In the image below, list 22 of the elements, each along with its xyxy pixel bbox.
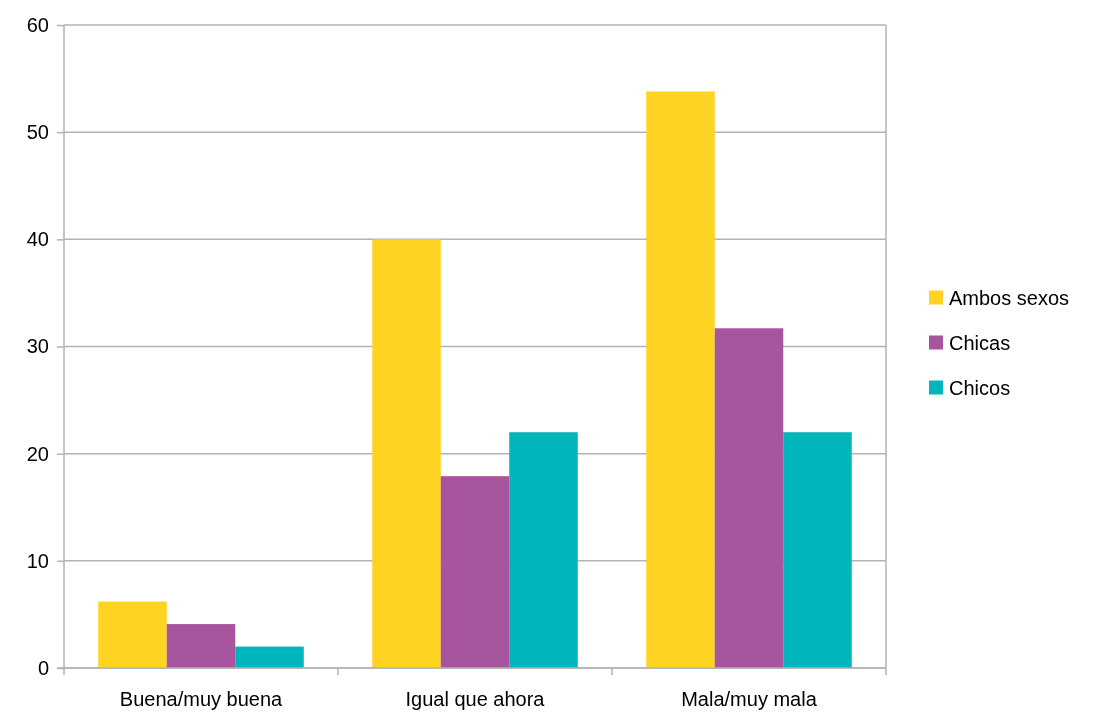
- legend-label: Chicos: [949, 376, 1011, 399]
- bar: [714, 328, 784, 668]
- x-tick-label: Mala/muy mala: [681, 688, 818, 710]
- x-tick-label: Igual que ahora: [405, 688, 546, 710]
- legend-label: Chicas: [949, 331, 1011, 354]
- bar: [509, 432, 578, 668]
- y-tick-label: 40: [26, 228, 49, 251]
- bar: [440, 476, 510, 668]
- bar: [166, 624, 236, 668]
- y-tick-label: 0: [37, 656, 49, 679]
- y-tick-label: 60: [26, 13, 49, 36]
- legend-label: Ambos sexos: [949, 286, 1070, 309]
- bar: [235, 646, 304, 668]
- y-tick-label: 50: [26, 121, 49, 144]
- y-tick-label: 10: [26, 549, 49, 572]
- y-tick-label: 20: [26, 442, 49, 465]
- x-tick-label: Buena/muy buena: [119, 688, 284, 710]
- bar: [372, 239, 441, 668]
- bar: [646, 91, 715, 668]
- bar: [98, 601, 167, 668]
- bar: [783, 432, 852, 668]
- y-tick-label: 30: [26, 335, 49, 358]
